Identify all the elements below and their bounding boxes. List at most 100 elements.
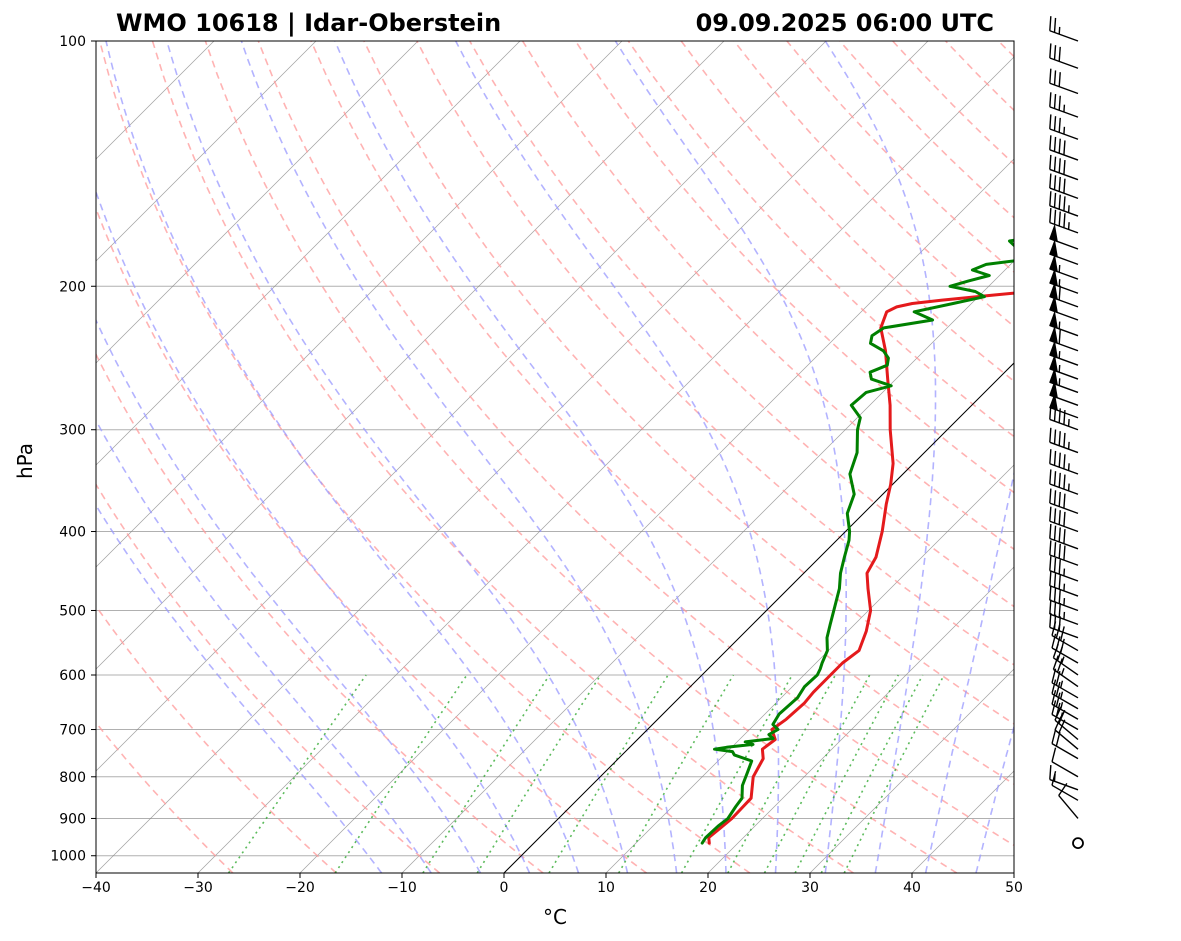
barb-half-flag	[1058, 279, 1061, 287]
dry-adiabat-line	[96, 352, 544, 873]
barb-full-flag	[1049, 764, 1052, 780]
plot-frame	[95, 40, 1015, 874]
wind-barb	[1049, 325, 1079, 352]
barb-pennant	[1049, 379, 1058, 399]
barb-full-flag	[1053, 70, 1057, 86]
barb-pennant	[1049, 253, 1058, 273]
barb-half-flag	[1058, 264, 1061, 273]
y-axis: 1000 900 800 700 600 500 400 300 200 100	[50, 34, 96, 865]
barb-full-flag	[1058, 527, 1061, 542]
isotherm-line	[96, 41, 929, 873]
moist-adiabat-line	[334, 41, 727, 873]
barb-full-flag	[1053, 175, 1057, 190]
barb-half-flag	[1067, 222, 1070, 230]
barb-full-flag	[1053, 93, 1057, 109]
barb-full-flag	[1058, 491, 1061, 507]
mixing-ratio-line	[618, 674, 735, 873]
wind-barb	[1049, 114, 1079, 140]
wind-barb	[1052, 655, 1079, 688]
datetime-title: 09.09.2025 06:00 UTC	[696, 9, 994, 37]
x-tick-label: 40	[903, 880, 921, 896]
barb-full-flag	[1063, 140, 1066, 155]
wind-barb	[1049, 599, 1079, 626]
barb-full-flag	[1049, 585, 1052, 601]
barb-full-flag	[1051, 747, 1057, 762]
y-tick-label: 900	[59, 811, 86, 827]
y-tick-label: 400	[59, 525, 86, 541]
wind-barb	[1049, 392, 1079, 419]
barb-full-flag	[1049, 427, 1052, 443]
dry-adiabat-line	[96, 206, 647, 873]
barb-half-flag	[1067, 463, 1070, 471]
barb-full-flag	[1058, 211, 1061, 227]
isotherm-line	[401, 260, 1014, 873]
barb-shaft	[1058, 795, 1079, 819]
barb-full-flag	[1053, 542, 1057, 557]
barb-full-flag	[1058, 616, 1061, 631]
barb-pennant	[1049, 325, 1058, 345]
wind-barb	[1049, 223, 1079, 250]
barb-full-flag	[1058, 589, 1061, 604]
wind-barb	[1049, 208, 1079, 234]
barb-full-flag	[1058, 472, 1061, 488]
wind-barb	[1051, 771, 1079, 801]
barb-full-flag	[1060, 638, 1065, 654]
barb-full-flag	[1053, 525, 1057, 541]
isotherm-line	[1013, 872, 1014, 873]
y-tick-label: 300	[59, 423, 86, 439]
barb-half-flag	[1063, 611, 1066, 620]
barb-full-flag	[1053, 45, 1057, 60]
mixing-ratio-line	[680, 674, 793, 873]
barb-full-flag	[1053, 116, 1057, 131]
barb-half-flag	[1067, 441, 1070, 450]
wind-barb	[1049, 154, 1079, 181]
barb-full-flag	[1055, 636, 1061, 651]
barb-full-flag	[1063, 196, 1066, 211]
barb-half-flag	[1063, 568, 1066, 576]
wind-barb	[1051, 700, 1079, 731]
barb-full-flag	[1058, 510, 1061, 525]
barb-full-flag	[1053, 557, 1057, 573]
barb-full-flag	[1049, 92, 1052, 107]
x-tick-label: −30	[183, 880, 213, 896]
barb-full-flag	[1049, 135, 1052, 150]
barb-full-flag	[1063, 432, 1066, 448]
wind-barb	[1049, 506, 1079, 533]
barb-full-flag	[1063, 511, 1066, 527]
wind-barb	[1049, 353, 1079, 380]
barb-pennant	[1049, 392, 1058, 411]
wind-barb	[1049, 427, 1079, 454]
barb-full-flag	[1051, 689, 1057, 705]
barb-full-flag	[1051, 729, 1057, 744]
x-tick-label: 20	[699, 880, 717, 896]
barb-half-flag	[1060, 712, 1064, 720]
barb-full-flag	[1063, 545, 1066, 561]
barb-full-flag	[1049, 208, 1052, 223]
mixing-ratio-line	[727, 674, 837, 873]
isotherm-line	[299, 158, 1014, 873]
wind-barb	[1049, 173, 1079, 200]
barb-full-flag	[1053, 136, 1057, 152]
dry-adiabat-line	[521, 41, 1014, 551]
barb-full-flag	[1058, 452, 1061, 468]
isotherm-line	[197, 56, 1014, 873]
wind-barb	[1049, 540, 1079, 566]
barb-full-flag	[1049, 540, 1052, 556]
barb-half-flag	[1058, 351, 1061, 359]
moist-adiabat-line	[824, 41, 937, 873]
wind-barb	[1051, 729, 1079, 760]
wind-barb	[1049, 379, 1079, 406]
barb-full-flag	[1058, 285, 1061, 301]
barb-full-flag	[1049, 556, 1052, 571]
wind-barb	[1049, 294, 1079, 321]
wind-barb	[1049, 310, 1079, 337]
barb-full-flag	[1063, 454, 1066, 469]
barb-full-flag	[1051, 679, 1057, 694]
x-tick-label: −40	[81, 880, 111, 896]
mixing-ratio-line	[820, 674, 924, 873]
barb-full-flag	[1049, 191, 1052, 206]
barb-full-flag	[1049, 612, 1052, 628]
barb-half-flag	[1060, 668, 1065, 676]
wind-barb	[1049, 16, 1079, 42]
wind-barb	[1049, 239, 1079, 266]
